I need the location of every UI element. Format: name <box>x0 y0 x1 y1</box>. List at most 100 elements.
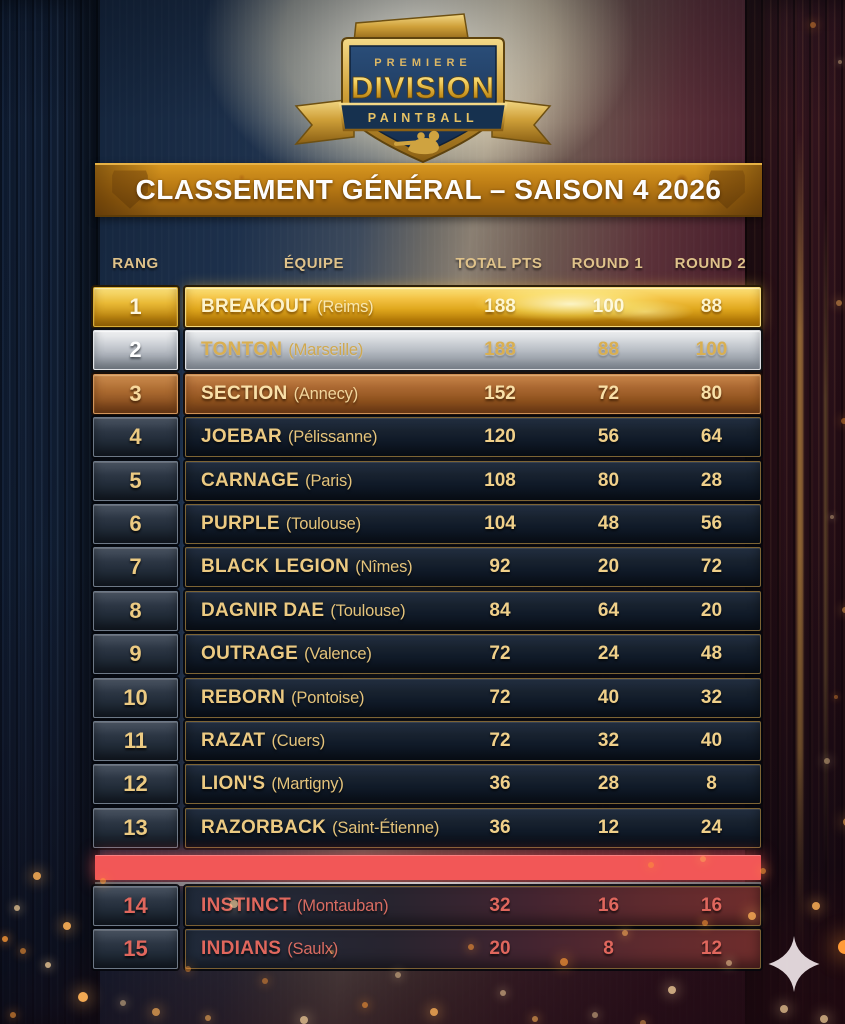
team-city: (Marseille) <box>288 341 364 360</box>
rank-badge: 4 <box>93 417 178 458</box>
team-city: (Saulx) <box>287 940 339 959</box>
round2-points: 64 <box>700 426 723 448</box>
gold-light-streak <box>797 130 803 954</box>
team-bar: INDIANS (Saulx) 20 8 12 <box>185 929 761 970</box>
team-cell: BLACK LEGION (Nîmes) <box>186 556 444 578</box>
round1-points: 100 <box>592 296 625 317</box>
round1-points: 12 <box>597 816 620 838</box>
team-name: PURPLE <box>201 512 280 534</box>
team-cell: OUTRAGE (Valence) <box>186 643 444 665</box>
round1-points: 20 <box>597 556 620 578</box>
round2-points: 80 <box>700 382 723 404</box>
relegation-divider <box>95 855 761 887</box>
team-bar: SECTION (Annecy) 152 72 80 <box>185 373 761 414</box>
round2-points: 88 <box>700 296 723 317</box>
rank-number: 13 <box>123 814 148 840</box>
total-points: 92 <box>489 556 511 578</box>
bokeh-dot <box>430 1008 438 1016</box>
bokeh-dot <box>152 1008 160 1016</box>
rank-number: 12 <box>123 771 148 797</box>
bokeh-dot <box>395 972 401 978</box>
round2-points: 20 <box>700 599 723 621</box>
rank-number: 15 <box>123 936 148 962</box>
team-name: SECTION <box>201 382 288 404</box>
total-points: 152 <box>484 382 516 404</box>
table-row: 6 PURPLE (Toulouse) 104 48 56 <box>93 503 761 544</box>
team-cell: LION'S (Martigny) <box>186 773 444 795</box>
round1-points: 72 <box>597 382 620 404</box>
round2-points: 56 <box>700 512 723 534</box>
team-bar: RAZAT (Cuers) 72 32 40 <box>185 720 761 761</box>
team-bar: JOEBAR (Pélissanne) 120 56 64 <box>185 417 761 458</box>
bokeh-dot <box>362 1002 368 1008</box>
league-logo: PREMIERE DIVISION PAINTBALL <box>288 8 558 170</box>
team-name: RAZORBACK <box>201 816 327 838</box>
team-name: INSTINCT <box>201 894 292 916</box>
team-cell: INSTINCT (Montauban) <box>186 895 444 917</box>
round1-points: 64 <box>597 599 620 621</box>
rank-badge: 15 <box>93 929 178 970</box>
bokeh-dot <box>120 1000 126 1006</box>
round2-points: 8 <box>706 773 717 795</box>
team-bar: RAZORBACK (Saint-Étienne) 36 12 24 <box>185 807 761 848</box>
table-row: 12 LION'S (Martigny) 36 28 8 <box>93 764 761 805</box>
rank-badge: 11 <box>93 720 178 761</box>
svg-text:DIVISION: DIVISION <box>351 70 495 105</box>
team-city: (Pélissanne) <box>287 428 378 447</box>
team-name: TONTON <box>201 339 283 361</box>
table-row: 15 INDIANS (Saulx) 20 8 12 <box>93 929 761 970</box>
team-city: (Annecy) <box>293 384 359 403</box>
rank-number: 1 <box>129 294 142 319</box>
team-name: RAZAT <box>201 729 266 751</box>
total-points: 32 <box>489 894 511 916</box>
round1-points: 80 <box>597 469 620 491</box>
svg-text:PAINTBALL: PAINTBALL <box>368 111 478 125</box>
bokeh-dot <box>668 986 676 994</box>
rank-number: 11 <box>123 727 148 753</box>
team-city: (Saint-Étienne) <box>332 818 440 837</box>
gold-light-streak <box>824 200 827 874</box>
rank-number: 4 <box>129 424 142 450</box>
paintball-player-icon <box>394 130 440 155</box>
rank-number: 9 <box>129 641 142 667</box>
team-bar: PURPLE (Toulouse) 104 48 56 <box>185 503 761 544</box>
page-title: CLASSEMENT GÉNÉRAL – SAISON 4 2026 <box>135 174 722 205</box>
team-cell: RAZAT (Cuers) <box>186 730 444 752</box>
rank-number: 7 <box>129 554 142 580</box>
table-header-row: RANG ÉQUIPE TOTAL PTS ROUND 1 ROUND 2 <box>93 246 761 280</box>
team-name: CARNAGE <box>201 469 300 491</box>
round2-points: 32 <box>700 686 723 708</box>
round1-points: 28 <box>597 773 620 795</box>
table-row: 10 REBORN (Pontoise) 72 40 32 <box>93 677 761 718</box>
table-row: 2 TONTON (Marseille) 188 88 100 <box>93 330 761 371</box>
team-cell: JOEBAR (Pélissanne) <box>186 426 444 448</box>
round2-points: 72 <box>700 556 723 578</box>
header-total: TOTAL PTS <box>455 254 543 272</box>
table-row: 5 CARNAGE (Paris) 108 80 28 <box>93 460 761 501</box>
round1-points: 24 <box>597 643 620 665</box>
team-name: BREAKOUT <box>201 296 312 317</box>
team-cell: CARNAGE (Paris) <box>186 470 444 492</box>
table-row: 9 OUTRAGE (Valence) 72 24 48 <box>93 634 761 675</box>
team-name: INDIANS <box>201 938 282 960</box>
team-city: (Valence) <box>304 645 372 664</box>
table-row: 4 JOEBAR (Pélissanne) 120 56 64 <box>93 417 761 458</box>
total-points: 36 <box>489 773 511 795</box>
total-points: 188 <box>484 296 516 317</box>
rank-badge: 13 <box>93 807 178 848</box>
rank-badge: 14 <box>93 885 178 926</box>
shield-logo-icon: PREMIERE DIVISION PAINTBALL <box>294 13 552 164</box>
left-curtain <box>0 0 100 1024</box>
team-name: OUTRAGE <box>201 643 299 665</box>
svg-text:PREMIERE: PREMIERE <box>374 57 471 69</box>
team-bar: CARNAGE (Paris) 108 80 28 <box>185 460 761 501</box>
round1-points: 88 <box>597 339 620 361</box>
team-city: (Toulouse) <box>285 514 361 533</box>
total-points: 36 <box>489 816 511 838</box>
round2-points: 16 <box>700 894 723 916</box>
team-name: BLACK LEGION <box>201 556 350 578</box>
table-row: 8 DAGNIR DAE (Toulouse) 84 64 20 <box>93 590 761 631</box>
round2-points: 12 <box>700 938 723 960</box>
header-round2: ROUND 2 <box>674 254 747 272</box>
rank-number: 3 <box>129 380 142 406</box>
